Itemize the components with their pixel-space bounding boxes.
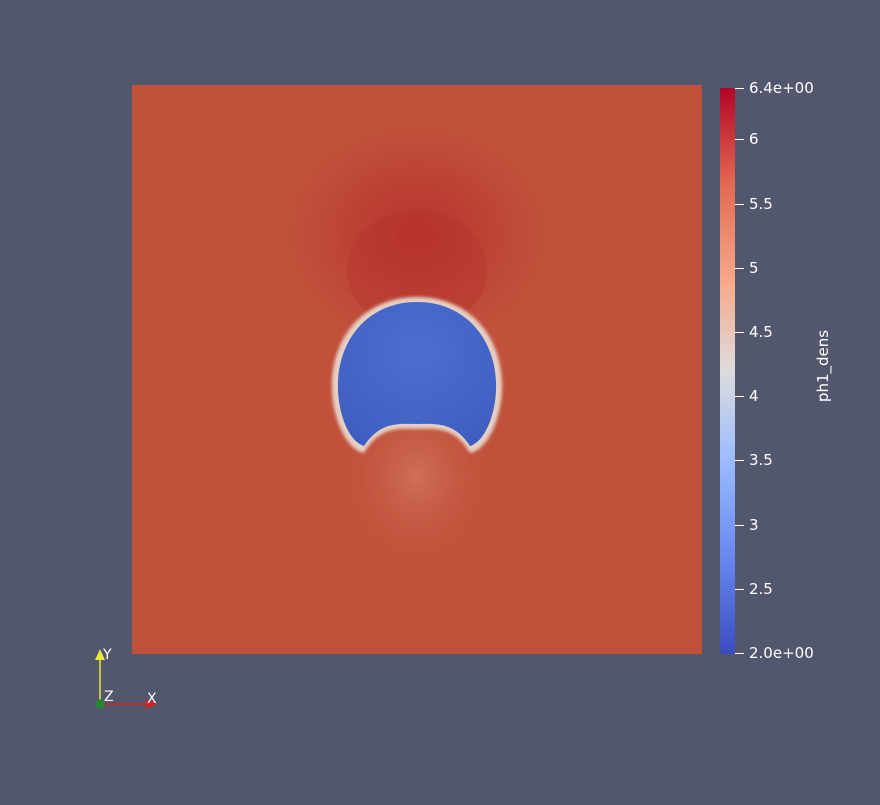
z-axis-marker-icon — [95, 699, 105, 709]
lower-wake — [342, 405, 492, 585]
legend-tick-mark — [735, 139, 744, 140]
legend-tick-label: 4.5 — [749, 323, 773, 341]
color-legend-bar — [720, 88, 735, 654]
legend-tick-mark — [735, 589, 744, 590]
legend-tick-label: 2.0e+00 — [749, 644, 814, 662]
x-axis-arrow-icon — [146, 699, 157, 709]
density-field-plot[interactable] — [132, 85, 702, 654]
legend-tick-mark — [735, 525, 744, 526]
color-legend-title: ph1_dens — [814, 329, 832, 403]
y-axis-arrow-icon — [95, 649, 105, 660]
legend-tick-label: 6 — [749, 130, 759, 148]
legend-tick-label: 5 — [749, 259, 759, 277]
legend-tick-mark — [735, 332, 744, 333]
legend-tick-label: 5.5 — [749, 195, 773, 213]
legend-tick-mark — [735, 653, 744, 654]
y-axis-label: Y — [103, 647, 112, 663]
z-axis-label: Z — [104, 689, 114, 705]
legend-tick-mark — [735, 460, 744, 461]
density-field-svg — [132, 85, 702, 654]
x-axis-label: X — [147, 691, 157, 707]
upper-wake — [287, 125, 547, 345]
legend-tick-mark — [735, 204, 744, 205]
legend-tick-label: 2.5 — [749, 580, 773, 598]
legend-tick-label: 3.5 — [749, 451, 773, 469]
legend-tick-label: 3 — [749, 516, 759, 534]
legend-tick-label: 4 — [749, 387, 759, 405]
orientation-axes: Y Z X — [88, 640, 168, 720]
legend-tick-mark — [735, 396, 744, 397]
legend-tick-label: 6.4e+00 — [749, 79, 814, 97]
legend-tick-mark — [735, 88, 744, 89]
upper-wake-core — [347, 210, 487, 330]
legend-tick-mark — [735, 268, 744, 269]
bubble — [337, 302, 497, 446]
